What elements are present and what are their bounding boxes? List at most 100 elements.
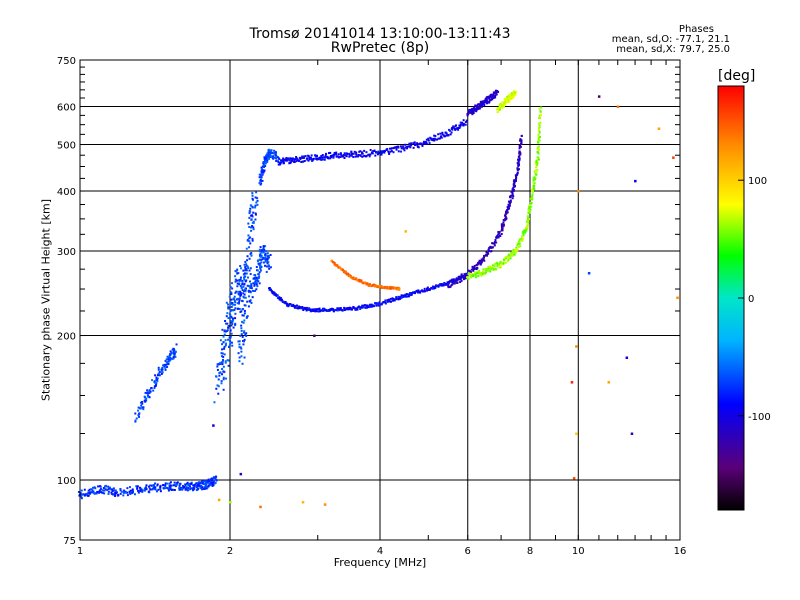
data-point xyxy=(183,486,186,489)
data-point xyxy=(492,268,495,271)
data-point xyxy=(162,487,165,490)
data-point xyxy=(168,354,171,357)
data-point xyxy=(388,152,391,155)
data-point xyxy=(189,488,192,491)
data-point xyxy=(295,304,298,307)
data-point xyxy=(77,490,80,493)
data-point xyxy=(508,100,511,103)
data-point xyxy=(244,272,247,275)
data-point xyxy=(479,263,482,266)
data-point xyxy=(332,156,335,159)
data-point xyxy=(260,173,263,176)
data-point xyxy=(434,286,437,289)
data-point xyxy=(634,179,637,183)
data-point xyxy=(307,155,310,158)
data-point xyxy=(458,126,461,129)
data-point xyxy=(518,246,521,249)
data-point xyxy=(227,325,230,328)
data-point xyxy=(291,159,294,162)
y-tick-label: 100 xyxy=(57,476,76,487)
data-point xyxy=(241,362,244,365)
data-point xyxy=(262,165,265,168)
data-point xyxy=(228,295,231,298)
data-point xyxy=(518,157,521,160)
data-point xyxy=(240,267,243,270)
data-point xyxy=(156,377,159,380)
data-point xyxy=(505,100,508,103)
data-point xyxy=(443,283,446,286)
data-point xyxy=(519,244,522,247)
data-point xyxy=(333,152,336,155)
data-point xyxy=(534,177,537,180)
data-point xyxy=(222,355,225,358)
data-point xyxy=(115,491,118,494)
data-point xyxy=(434,285,437,288)
data-point xyxy=(321,156,324,159)
data-point xyxy=(229,303,232,306)
data-point xyxy=(459,281,462,284)
data-point xyxy=(410,293,413,296)
data-point xyxy=(307,308,310,311)
data-point xyxy=(462,119,465,122)
data-point xyxy=(538,114,541,117)
data-point xyxy=(139,401,142,404)
data-point xyxy=(356,306,359,309)
data-point xyxy=(527,210,530,213)
data-point xyxy=(145,488,148,491)
data-point xyxy=(230,315,233,318)
data-point xyxy=(167,363,170,366)
data-point xyxy=(212,484,215,487)
data-point xyxy=(231,282,234,285)
data-point xyxy=(418,291,421,294)
data-point xyxy=(399,297,402,300)
data-point xyxy=(329,157,332,160)
data-point xyxy=(485,102,488,105)
data-point xyxy=(104,488,107,491)
data-point xyxy=(247,267,250,270)
data-point xyxy=(276,296,279,299)
data-points xyxy=(77,89,679,509)
data-point xyxy=(486,251,489,254)
data-point xyxy=(248,216,251,219)
data-point xyxy=(119,488,122,491)
data-point xyxy=(509,199,512,202)
data-point xyxy=(260,174,263,177)
data-point xyxy=(534,163,537,166)
data-point xyxy=(364,304,367,307)
data-point xyxy=(539,121,542,124)
data-point xyxy=(478,103,481,106)
data-point xyxy=(344,271,347,274)
data-point xyxy=(491,246,494,249)
data-point xyxy=(464,121,467,124)
data-point xyxy=(302,156,305,159)
data-point xyxy=(356,155,359,158)
data-point xyxy=(483,273,486,276)
data-point xyxy=(164,482,167,485)
data-point xyxy=(95,492,98,495)
data-point xyxy=(252,220,255,223)
data-point xyxy=(380,153,383,156)
data-point xyxy=(227,303,230,306)
data-point xyxy=(298,160,301,163)
data-point xyxy=(236,285,239,288)
data-point xyxy=(159,486,162,489)
data-point xyxy=(258,254,261,257)
data-point xyxy=(99,488,102,491)
data-point xyxy=(223,329,226,332)
data-point xyxy=(103,489,106,492)
data-point xyxy=(511,192,514,195)
data-point xyxy=(473,268,476,271)
data-point xyxy=(172,488,175,491)
data-point xyxy=(484,272,487,275)
data-point xyxy=(148,392,151,395)
data-point xyxy=(150,387,153,390)
data-point xyxy=(256,285,259,288)
data-point xyxy=(113,494,116,497)
data-point xyxy=(271,155,274,158)
data-point xyxy=(231,309,234,312)
data-point xyxy=(255,201,258,204)
data-point xyxy=(186,481,189,484)
data-point xyxy=(249,210,252,213)
data-point xyxy=(536,156,539,159)
data-point xyxy=(482,256,485,259)
